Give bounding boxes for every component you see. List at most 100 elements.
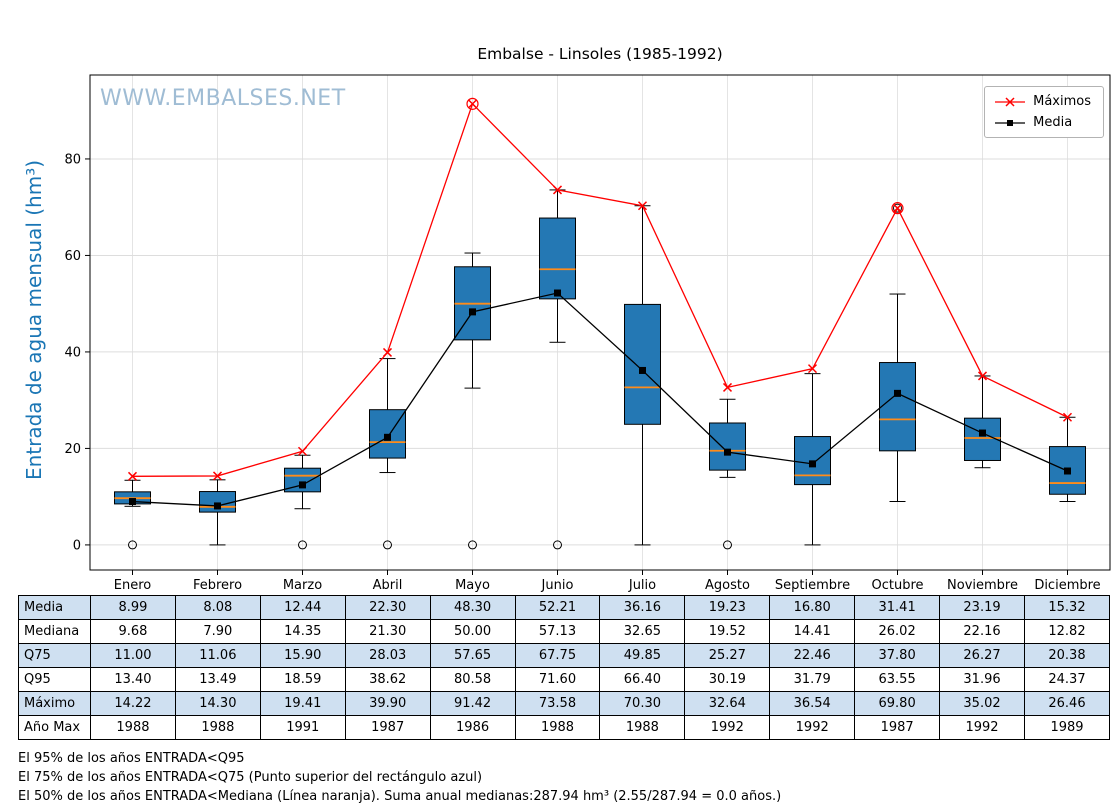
table-cell: 1988 [90, 715, 176, 740]
row-label: Año Max [18, 715, 91, 740]
table-cell: 20.38 [1023, 643, 1111, 668]
table-cell: 1987 [344, 715, 431, 740]
table-cell: 36.54 [769, 691, 856, 716]
axes: 0 20 40 60 80 Enero Febrero Marzo Abril Mayo Junio… [64, 74, 1111, 593]
table-row: Q95 13.40 13.49 18.59 38.62 80.58 71.60 66.40 30… [18, 667, 1111, 692]
table-cell: 1992 [684, 715, 771, 740]
table-cell: 1992 [939, 715, 1025, 740]
table-cell: 67.75 [514, 643, 601, 668]
legend-label-maximos: Máximos [1033, 94, 1091, 109]
boxplots [114, 189, 1086, 550]
table-cell: 70.30 [599, 691, 686, 716]
box [369, 409, 406, 459]
table-cell: 38.62 [344, 667, 431, 692]
stats-table: Media 8.99 8.08 12.44 22.30 48.30 52.21 36.16 19… [18, 595, 1111, 740]
x-tick-label: Abril [373, 578, 403, 593]
table-row: Año Max 1988 1988 1991 1987 1986 1988 1988 1992 1… [18, 715, 1111, 740]
table-cell: 1987 [854, 715, 941, 740]
y-tick-label: 60 [64, 249, 81, 264]
table-row: Máximo 14.22 14.30 19.41 39.90 91.42 73.58 70.3… [18, 691, 1111, 716]
table-cell: 30.19 [684, 667, 771, 692]
footnote-line: El 50% de los años ENTRADA<Mediana (Líne… [18, 789, 782, 804]
table-cell: 22.46 [769, 643, 856, 668]
table-cell: 1991 [259, 715, 346, 740]
table-cell: 71.60 [514, 667, 601, 692]
table-cell: 21.30 [344, 619, 431, 644]
table-cell: 52.21 [514, 595, 601, 620]
table-cell: 15.32 [1023, 595, 1111, 620]
footnotes: El 95% de los años ENTRADA<Q95 El 75% de … [18, 750, 781, 807]
table-cell: 26.46 [1023, 691, 1111, 716]
x-tick-label: Diciembre [1034, 578, 1100, 593]
stats-table-body: Media 8.99 8.08 12.44 22.30 48.30 52.21 36.16 19… [18, 595, 1111, 740]
x-tick-label: Octubre [871, 578, 923, 593]
table-cell: 28.03 [344, 643, 431, 668]
table-cell: 32.64 [684, 691, 771, 716]
x-tick-label: Septiembre [775, 578, 850, 593]
y-tick-label: 80 [64, 152, 81, 167]
box [1049, 446, 1086, 495]
legend-item-maximos: Máximos [994, 94, 1091, 109]
x-tick-label: Agosto [705, 578, 750, 593]
box [964, 417, 1001, 461]
table-row: Mediana 9.68 7.90 14.35 21.30 50.00 57.13 32.65… [18, 619, 1111, 644]
table-cell: 91.42 [429, 691, 516, 716]
table-cell: 22.30 [344, 595, 431, 620]
x-tick-label: Junio [541, 578, 574, 593]
table-cell: 1988 [514, 715, 601, 740]
y-tick-label: 40 [64, 345, 81, 360]
row-label: Q75 [18, 643, 91, 668]
table-cell: 49.85 [599, 643, 686, 668]
table-cell: 12.82 [1023, 619, 1111, 644]
table-cell: 12.44 [259, 595, 346, 620]
x-tick-label: Julio [628, 578, 656, 593]
chart-title: Embalse - Linsoles (1985-1992) [477, 45, 723, 63]
footnote-line: El 95% de los años ENTRADA<Q95 [18, 751, 245, 766]
table-cell: 31.41 [854, 595, 941, 620]
table-cell: 57.13 [514, 619, 601, 644]
maximos-line-icon [995, 96, 1026, 107]
table-cell: 22.16 [939, 619, 1025, 644]
outlier-marker [893, 203, 902, 213]
y-axis-label: Entrada de agua mensual (hm³) [22, 159, 46, 481]
watermark: WWW.EMBALSES.NET [100, 86, 346, 111]
legend: Máximos Media [984, 86, 1104, 138]
table-cell: 24.37 [1023, 667, 1111, 692]
table-cell: 26.02 [854, 619, 941, 644]
table-cell: 57.65 [429, 643, 516, 668]
box [454, 266, 491, 341]
table-cell: 37.80 [854, 643, 941, 668]
table-cell: 18.59 [259, 667, 346, 692]
table-cell: 1988 [174, 715, 261, 740]
x-tick-label: Marzo [283, 578, 322, 593]
series-media [129, 289, 1071, 510]
table-cell: 48.30 [429, 595, 516, 620]
x-tick-label: Noviembre [947, 578, 1018, 593]
box [199, 491, 236, 513]
table-cell: 19.23 [684, 595, 771, 620]
table-cell: 25.27 [684, 643, 771, 668]
box [879, 362, 916, 452]
table-cell: 36.16 [599, 595, 686, 620]
table-cell: 19.41 [259, 691, 346, 716]
legend-item-media: Media [994, 115, 1091, 130]
table-cell: 26.27 [939, 643, 1025, 668]
table-cell: 31.79 [769, 667, 856, 692]
table-cell: 8.08 [174, 595, 261, 620]
table-cell: 73.58 [514, 691, 601, 716]
outlier-marker [723, 540, 732, 550]
y-tick-label: 0 [73, 538, 81, 553]
y-tick-label: 20 [64, 442, 81, 457]
table-cell: 8.99 [90, 595, 176, 620]
table-cell: 66.40 [599, 667, 686, 692]
table-cell: 13.40 [90, 667, 176, 692]
table-cell: 35.02 [939, 691, 1025, 716]
table-cell: 15.90 [259, 643, 346, 668]
table-cell: 16.80 [769, 595, 856, 620]
legend-label-media: Media [1033, 115, 1073, 130]
box [114, 491, 151, 505]
x-tick-label: Enero [114, 578, 152, 593]
table-cell: 80.58 [429, 667, 516, 692]
table-cell: 14.35 [259, 619, 346, 644]
